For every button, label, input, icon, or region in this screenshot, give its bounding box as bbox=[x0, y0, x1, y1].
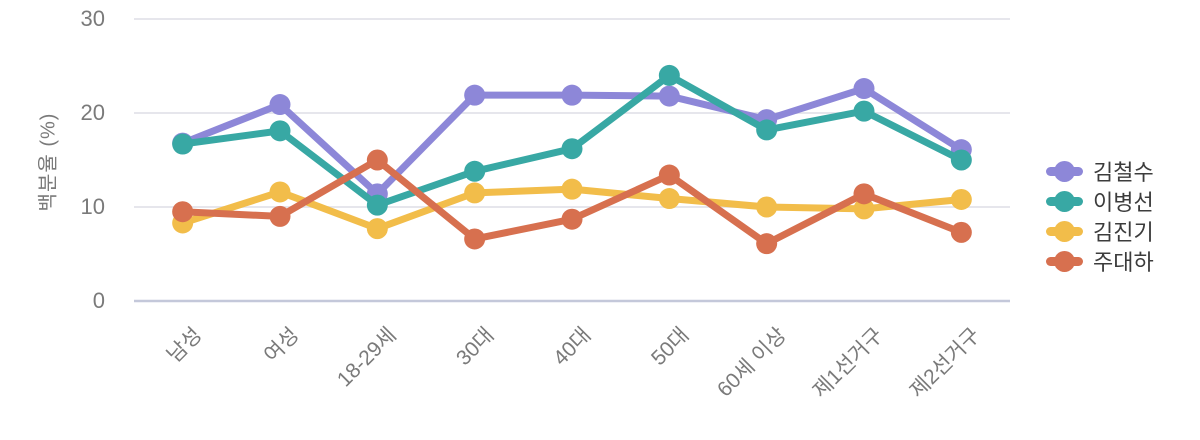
legend-line-dot-icon bbox=[1046, 190, 1083, 212]
legend-label: 주대하 bbox=[1093, 250, 1154, 275]
legend-item-김철수[interactable]: 김철수 bbox=[1046, 156, 1154, 186]
data-point-주대하-60세 이상 bbox=[756, 233, 778, 255]
legend-label: 이병선 bbox=[1093, 190, 1154, 215]
legend-marker-dot bbox=[1054, 220, 1075, 242]
legend-line-dot-icon bbox=[1046, 250, 1083, 272]
legend-line-dot-icon bbox=[1046, 220, 1083, 242]
data-point-주대하-40대 bbox=[561, 208, 583, 230]
data-point-이병선-18-29세 bbox=[366, 194, 388, 216]
data-point-주대하-제2선거구 bbox=[950, 221, 972, 243]
legend-item-주대하[interactable]: 주대하 bbox=[1046, 246, 1154, 276]
legend-marker-dot bbox=[1054, 190, 1075, 212]
data-point-김진기-제1선거구 bbox=[853, 198, 875, 220]
data-point-김진기-50대 bbox=[658, 188, 680, 210]
data-point-주대하-30대 bbox=[464, 228, 486, 250]
data-point-주대하-남성 bbox=[172, 201, 194, 223]
data-point-김진기-18-29세 bbox=[366, 218, 388, 240]
y-tick-label-10: 10 bbox=[80, 194, 105, 219]
data-point-이병선-30대 bbox=[464, 160, 486, 182]
data-point-이병선-제2선거구 bbox=[950, 149, 972, 171]
y-tick-label-30: 30 bbox=[80, 6, 105, 31]
data-point-김진기-60세 이상 bbox=[756, 196, 778, 218]
data-point-주대하-50대 bbox=[658, 164, 680, 186]
y-tick-label-0: 0 bbox=[92, 288, 105, 313]
data-point-김철수-제1선거구 bbox=[853, 78, 875, 100]
data-point-김진기-제2선거구 bbox=[950, 188, 972, 210]
data-point-김철수-50대 bbox=[658, 85, 680, 107]
legend-marker-dot bbox=[1054, 250, 1075, 272]
data-point-이병선-제1선거구 bbox=[853, 100, 875, 122]
data-point-김진기-여성 bbox=[269, 181, 291, 203]
data-point-김진기-40대 bbox=[561, 178, 583, 200]
legend-item-김진기[interactable]: 김진기 bbox=[1046, 216, 1154, 246]
legend-label: 김철수 bbox=[1093, 160, 1154, 185]
series-line-주대하 bbox=[179, 156, 965, 248]
data-point-주대하-18-29세 bbox=[366, 149, 388, 171]
y-tick-label-20: 20 bbox=[80, 100, 105, 125]
data-point-김철수-여성 bbox=[269, 94, 291, 116]
data-point-김철수-40대 bbox=[561, 84, 583, 106]
legend-label: 김진기 bbox=[1093, 220, 1154, 245]
data-point-김철수-30대 bbox=[464, 84, 486, 106]
data-point-이병선-남성 bbox=[172, 133, 194, 155]
data-point-이병선-60세 이상 bbox=[756, 119, 778, 141]
data-point-주대하-여성 bbox=[269, 205, 291, 227]
data-point-이병선-50대 bbox=[658, 64, 680, 86]
data-point-주대하-제1선거구 bbox=[853, 183, 875, 205]
data-point-이병선-40대 bbox=[561, 138, 583, 160]
data-point-이병선-여성 bbox=[269, 120, 291, 142]
legend-marker-dot bbox=[1054, 160, 1075, 182]
legend-item-이병선[interactable]: 이병선 bbox=[1046, 186, 1154, 216]
legend-line-dot-icon bbox=[1046, 160, 1083, 182]
data-point-김진기-30대 bbox=[464, 182, 486, 204]
